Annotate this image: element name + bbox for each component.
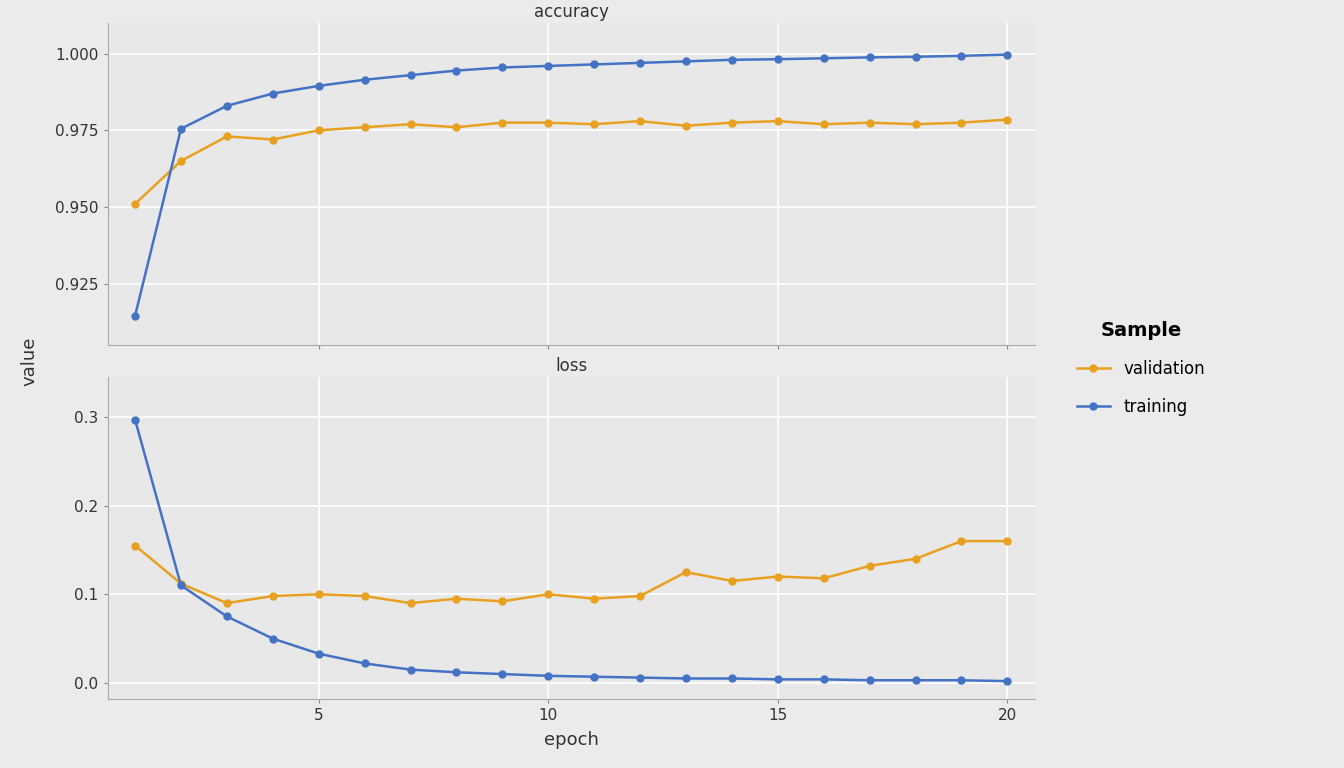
Line: training: training bbox=[132, 416, 1011, 684]
validation bbox=[310, 126, 327, 135]
training bbox=[219, 612, 235, 621]
validation bbox=[540, 590, 556, 599]
validation bbox=[770, 572, 786, 581]
Text: value: value bbox=[20, 336, 39, 386]
training bbox=[770, 55, 786, 64]
validation bbox=[586, 594, 602, 604]
validation bbox=[1000, 115, 1016, 124]
training bbox=[862, 676, 878, 685]
validation bbox=[1000, 537, 1016, 546]
training bbox=[449, 667, 465, 677]
validation bbox=[953, 118, 969, 127]
training bbox=[126, 415, 142, 424]
training bbox=[862, 53, 878, 62]
training bbox=[677, 674, 694, 683]
training bbox=[265, 89, 281, 98]
validation bbox=[126, 541, 142, 550]
training bbox=[265, 634, 281, 644]
training bbox=[953, 676, 969, 685]
training bbox=[724, 674, 741, 683]
training bbox=[953, 51, 969, 61]
Text: loss: loss bbox=[555, 357, 587, 376]
validation bbox=[724, 576, 741, 585]
training bbox=[677, 57, 694, 66]
validation bbox=[816, 574, 832, 583]
training bbox=[402, 665, 418, 674]
training bbox=[310, 649, 327, 658]
training bbox=[816, 54, 832, 63]
training bbox=[402, 71, 418, 80]
validation bbox=[632, 591, 648, 601]
validation bbox=[402, 120, 418, 129]
training bbox=[540, 61, 556, 71]
training bbox=[173, 581, 190, 590]
X-axis label: epoch: epoch bbox=[544, 731, 598, 750]
training bbox=[907, 52, 923, 61]
Line: training: training bbox=[132, 51, 1011, 319]
training bbox=[356, 75, 372, 84]
validation bbox=[724, 118, 741, 127]
Line: validation: validation bbox=[132, 116, 1011, 207]
validation bbox=[862, 118, 878, 127]
validation bbox=[173, 579, 190, 588]
validation bbox=[402, 598, 418, 607]
training bbox=[586, 672, 602, 681]
Legend: validation, training: validation, training bbox=[1077, 321, 1206, 416]
training bbox=[724, 55, 741, 65]
training bbox=[449, 66, 465, 75]
validation bbox=[449, 594, 465, 604]
validation bbox=[495, 597, 511, 606]
validation bbox=[356, 591, 372, 601]
training bbox=[816, 675, 832, 684]
validation bbox=[219, 598, 235, 607]
validation bbox=[816, 120, 832, 129]
training bbox=[310, 81, 327, 91]
Text: accuracy: accuracy bbox=[534, 3, 609, 22]
validation bbox=[677, 568, 694, 577]
validation bbox=[586, 120, 602, 129]
training bbox=[219, 101, 235, 111]
training bbox=[632, 58, 648, 68]
training bbox=[1000, 50, 1016, 59]
training bbox=[495, 670, 511, 679]
validation bbox=[770, 117, 786, 126]
validation bbox=[356, 123, 372, 132]
validation bbox=[953, 537, 969, 546]
validation bbox=[449, 123, 465, 132]
validation bbox=[540, 118, 556, 127]
training bbox=[1000, 677, 1016, 686]
validation bbox=[173, 157, 190, 166]
validation bbox=[126, 199, 142, 208]
validation bbox=[310, 590, 327, 599]
training bbox=[173, 124, 190, 134]
training bbox=[495, 63, 511, 72]
training bbox=[907, 676, 923, 685]
training bbox=[632, 673, 648, 682]
training bbox=[540, 671, 556, 680]
training bbox=[770, 675, 786, 684]
training bbox=[586, 60, 602, 69]
validation bbox=[219, 132, 235, 141]
validation bbox=[265, 135, 281, 144]
validation bbox=[265, 591, 281, 601]
validation bbox=[677, 121, 694, 131]
validation bbox=[907, 120, 923, 129]
validation bbox=[907, 554, 923, 564]
training bbox=[356, 659, 372, 668]
validation bbox=[495, 118, 511, 127]
validation bbox=[862, 561, 878, 571]
validation bbox=[632, 117, 648, 126]
Line: validation: validation bbox=[132, 538, 1011, 607]
training bbox=[126, 311, 142, 320]
